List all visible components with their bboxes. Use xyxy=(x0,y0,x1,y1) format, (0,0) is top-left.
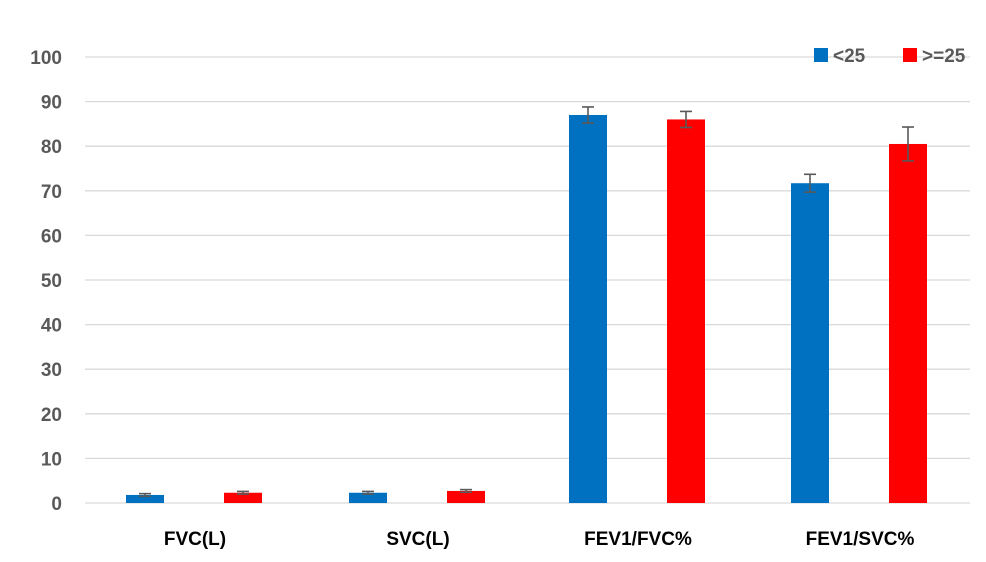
y-tick-label: 80 xyxy=(41,137,62,158)
bar-series-1-3 xyxy=(889,143,927,503)
bar-series-0-0 xyxy=(126,494,164,503)
x-category-label: FVC(L) xyxy=(164,529,226,550)
legend-label-0: <25 xyxy=(833,46,866,67)
bar-series-0-2 xyxy=(569,114,607,503)
y-tick-label: 30 xyxy=(41,360,62,381)
gridlines xyxy=(85,56,970,504)
bar-series-1-1 xyxy=(447,490,485,503)
x-category-label: FEV1/FVC% xyxy=(584,529,692,550)
bar-series-1-0 xyxy=(224,492,262,503)
y-axis-tick-labels: 0 10 20 30 40 50 60 70 80 90 100 xyxy=(30,48,62,515)
y-tick-label: 0 xyxy=(51,494,62,515)
x-axis-category-labels: FVC(L) SVC(L) FEV1/FVC% FEV1/SVC% xyxy=(164,529,915,550)
y-tick-label: 100 xyxy=(30,48,62,69)
y-tick-label: 60 xyxy=(41,226,62,247)
x-category-label: FEV1/SVC% xyxy=(806,529,915,550)
bar-series-0-1 xyxy=(349,492,387,503)
y-tick-label: 10 xyxy=(41,449,62,470)
legend-swatch-0 xyxy=(814,48,828,62)
legend: <25 >=25 xyxy=(814,46,966,67)
legend-swatch-1 xyxy=(903,48,917,62)
bar-series-0-3 xyxy=(791,183,829,503)
y-tick-label: 50 xyxy=(41,271,62,292)
y-tick-label: 20 xyxy=(41,405,62,426)
x-category-label: SVC(L) xyxy=(386,529,449,550)
y-tick-label: 70 xyxy=(41,182,62,203)
bar-series-1-2 xyxy=(667,119,705,503)
bars xyxy=(126,114,927,503)
error-bars xyxy=(139,106,914,498)
y-tick-label: 90 xyxy=(41,93,62,114)
y-tick-label: 40 xyxy=(41,316,62,337)
legend-label-1: >=25 xyxy=(922,46,966,67)
